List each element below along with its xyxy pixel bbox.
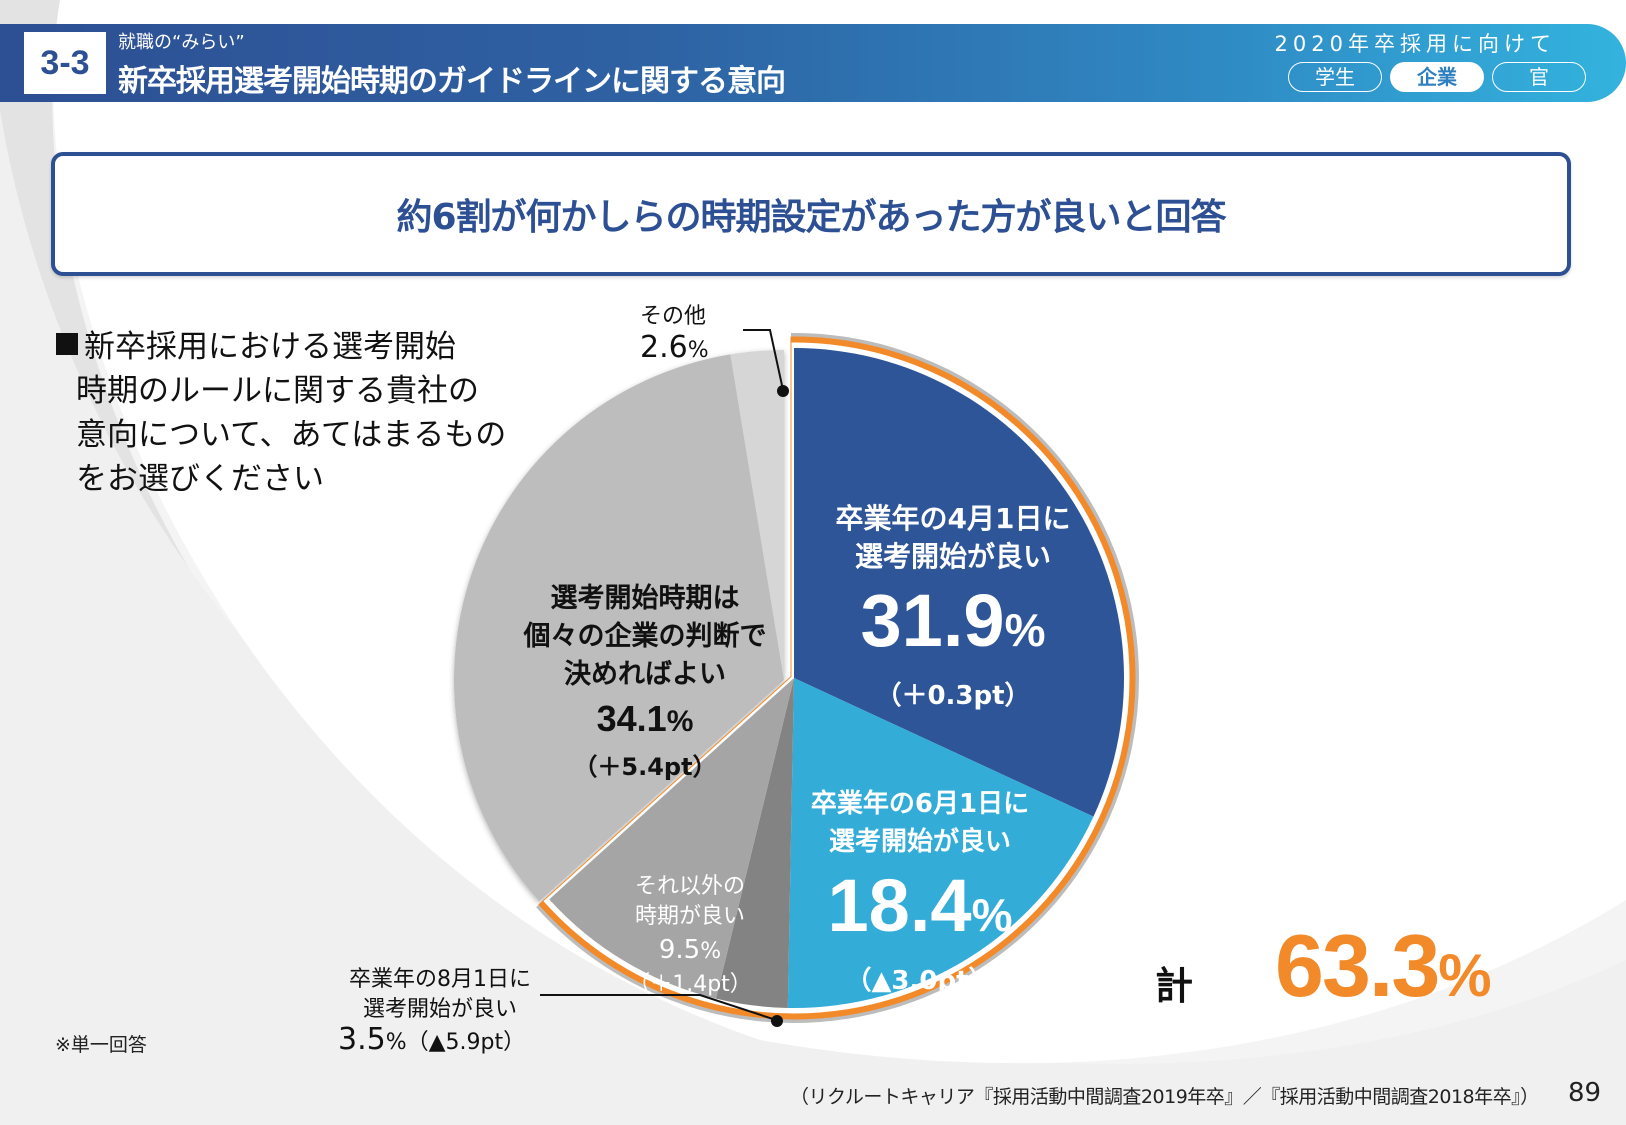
slice-label-line: 卒業年の6月1日に [810, 789, 1030, 819]
slice-label-others: その他 2.6% [640, 298, 740, 365]
slice-value-others: 2.6% [640, 330, 709, 365]
slice-label-august: 卒業年の8月1日に 選考開始が良い [335, 965, 545, 1025]
slice-label-line: 選考開始が良い [362, 997, 517, 1022]
slice-company-decides [454, 354, 784, 902]
slice-change-company-decides: （＋5.4pt） [573, 753, 717, 781]
slice-value-june: 18.4% [827, 864, 1013, 947]
slice-label-line: 卒業年の8月1日に [349, 967, 531, 992]
bullet-square-icon [56, 333, 78, 355]
slice-value-company-decides: 34.1% [596, 698, 694, 739]
slice-label-other-timing: それ以外の 時期が良い 9.5% （＋1.4pt） [610, 872, 770, 1000]
slice-label-line: 決めればよい [564, 659, 726, 690]
slice-value-august: 3.5%（▲5.9pt） [338, 1022, 526, 1057]
question-text: 新卒採用における選考開始 時期のルールに関する貴社の 意向について、あてはまるも… [56, 325, 526, 501]
slice-june [787, 678, 1094, 1008]
footnote: ※単一回答 [55, 1034, 147, 1056]
page-number: 89 [1568, 1078, 1602, 1108]
tab-student[interactable]: 学生 [1288, 62, 1382, 92]
header: 3-3 就職の“みらい” 新卒採用選考開始時期のガイドラインに関する意向 202… [0, 24, 1626, 102]
question-line: をお選びください [76, 461, 324, 497]
tab-government[interactable]: 官 [1492, 62, 1586, 92]
slice-change-june: （▲3.0pt） [845, 966, 995, 996]
slice-label-line: 選考開始が良い [854, 540, 1051, 573]
source-citation: （リクルートキャリア『採用活動中間調査2019年卒』／『採用活動中間調査2018… [790, 1086, 1539, 1108]
total-value: 63.3% [1275, 916, 1492, 1015]
section-number: 3-3 [24, 32, 106, 94]
slice-change-other-timing: （＋1.4pt） [628, 972, 752, 997]
slice-value-april: 31.9% [860, 579, 1046, 662]
page-title: 新卒採用選考開始時期のガイドラインに関する意向 [118, 64, 786, 99]
slice-label-line: 時期が良い [634, 904, 745, 929]
slice-april [794, 348, 1124, 817]
slice-label-line: 選考開始時期は [550, 583, 740, 614]
slice-others [730, 350, 784, 680]
leader-dot-others [777, 385, 789, 397]
slice-august [715, 678, 794, 1008]
total-label: 計 [1155, 964, 1194, 1008]
highlight-outline [536, 332, 1139, 1023]
slice-label-line: 卒業年の4月1日に [835, 502, 1071, 535]
slice-label-line: それ以外の [634, 874, 745, 899]
question-line: 意向について、あてはまるもの [76, 417, 507, 453]
slice-change-april: （＋0.3pt） [875, 681, 1031, 711]
headline: 約6割が何かしらの時期設定があった方が良いと回答 [396, 197, 1226, 238]
slice-label-line: 選考開始が良い [828, 827, 1011, 857]
slice-label-line: その他 [640, 304, 707, 329]
leader-line-august [540, 994, 777, 1021]
question-line: 新卒採用における選考開始 [84, 329, 456, 365]
highlight-outline [543, 342, 1130, 1014]
slice-other-timing [549, 678, 794, 999]
question-line: 時期のルールに関する貴社の [76, 373, 479, 409]
slice-label-april: 卒業年の4月1日に 選考開始が良い 31.9% （＋0.3pt） [808, 500, 1098, 712]
highlight-outline [538, 336, 1136, 1020]
leader-line-others [743, 329, 784, 391]
section-subtitle: 就職の“みらい” [118, 32, 245, 53]
leader-dot-august [771, 1015, 783, 1027]
slice-label-june: 卒業年の6月1日に 選考開始が良い 18.4% （▲3.0pt） [790, 785, 1050, 997]
audience-tabs: 学生 企業 官 [1288, 62, 1586, 92]
headline-box: 約6割が何かしらの時期設定があった方が良いと回答 [51, 152, 1571, 276]
slice-label-line: 個々の企業の判断で [523, 621, 767, 652]
tab-company[interactable]: 企業 [1390, 62, 1484, 92]
slice-label-company-decides: 選考開始時期は 個々の企業の判断で 決めればよい 34.1% （＋5.4pt） [500, 580, 790, 782]
slice-value-other-timing: 9.5% [658, 935, 722, 965]
header-bar [0, 24, 1626, 102]
header-caption: 2020年卒採用に向けて [1274, 32, 1556, 56]
